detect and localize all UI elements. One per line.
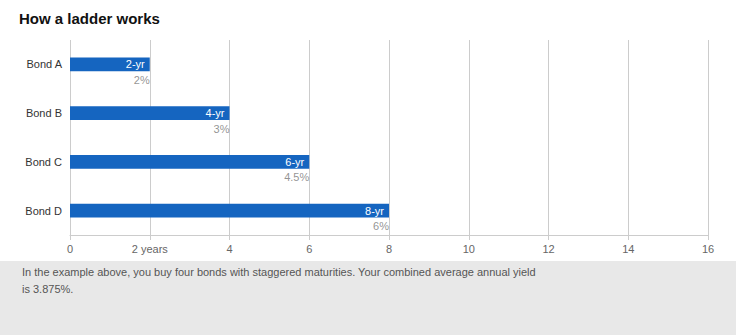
- svg-text:12: 12: [542, 243, 554, 255]
- svg-text:4: 4: [226, 243, 232, 255]
- svg-text:Bond B: Bond B: [26, 107, 62, 119]
- svg-text:8: 8: [386, 243, 392, 255]
- svg-text:is 3.875%.: is 3.875%.: [22, 283, 73, 295]
- svg-text:4.5%: 4.5%: [284, 171, 309, 183]
- svg-text:In the example above, you buy: In the example above, you buy four bonds…: [22, 266, 536, 278]
- svg-text:Bond D: Bond D: [25, 205, 62, 217]
- svg-text:3%: 3%: [214, 123, 230, 135]
- svg-text:6-yr: 6-yr: [285, 156, 304, 168]
- svg-text:0: 0: [67, 243, 73, 255]
- svg-text:How a ladder works: How a ladder works: [19, 10, 160, 27]
- svg-text:4-yr: 4-yr: [206, 107, 225, 119]
- svg-text:Bond A: Bond A: [27, 58, 63, 70]
- svg-text:6: 6: [306, 243, 312, 255]
- svg-text:2-yr: 2-yr: [126, 58, 145, 70]
- svg-text:2%: 2%: [134, 74, 150, 86]
- svg-text:10: 10: [463, 243, 475, 255]
- svg-text:2 years: 2 years: [132, 243, 169, 255]
- svg-text:14: 14: [622, 243, 634, 255]
- svg-text:8-yr: 8-yr: [365, 205, 384, 217]
- svg-text:Bond C: Bond C: [25, 156, 62, 168]
- svg-text:6%: 6%: [373, 220, 389, 232]
- svg-text:16: 16: [702, 243, 714, 255]
